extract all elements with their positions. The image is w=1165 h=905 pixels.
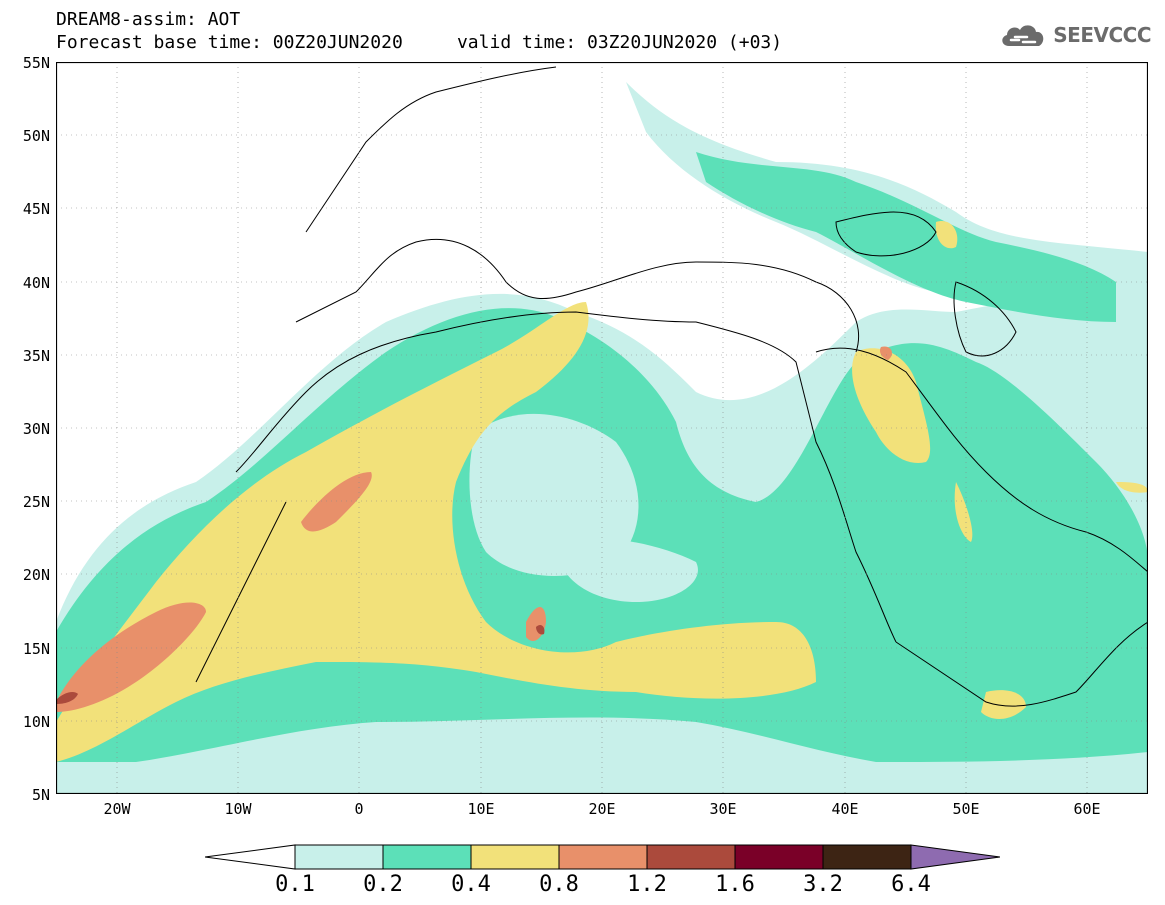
colorbar-swatch-0.4: [470, 844, 560, 870]
colorbar-label-0.4: 0.4: [451, 872, 491, 897]
lat-label-45N: 45N: [22, 200, 50, 218]
lat-label-30N: 30N: [22, 420, 50, 438]
map-frame: [55, 61, 1149, 795]
colorbar-label-3.2: 3.2: [803, 872, 843, 897]
colorbar-swatch-0.8: [558, 844, 648, 870]
lon-label-20W: 20W: [103, 800, 131, 818]
lon-label-0: 0: [354, 800, 364, 818]
lon-label-30E: 30E: [709, 800, 737, 818]
lat-label-25N: 25N: [22, 493, 50, 511]
aot-colorbar: [204, 842, 1001, 876]
colorbar-low-arrow: [204, 844, 296, 870]
colorbar-swatch-0.1: [294, 844, 384, 870]
aot-contour-1.2: [56, 624, 545, 704]
map-title: DREAM8-assim: AOT: [56, 9, 241, 30]
colorbar-label-1.6: 1.6: [715, 872, 755, 897]
forecast-time-subtitle: Forecast base time: 00Z20JUN2020 valid t…: [56, 32, 783, 53]
colorbar-swatch-0.2: [382, 844, 472, 870]
colorbar-label-0.2: 0.2: [363, 872, 403, 897]
lon-label-60E: 60E: [1073, 800, 1101, 818]
colorbar-swatch-3.2: [822, 844, 912, 870]
lon-label-10W: 10W: [224, 800, 252, 818]
colorbar-label-0.8: 0.8: [539, 872, 579, 897]
colorbar-label-0.1: 0.1: [275, 872, 315, 897]
colorbar-swatch-1.2: [646, 844, 736, 870]
lat-label-15N: 15N: [22, 640, 50, 658]
lat-label-20N: 20N: [22, 566, 50, 584]
lat-label-55N: 55N: [22, 54, 50, 72]
colorbar-label-1.2: 1.2: [627, 872, 667, 897]
lat-label-5N: 5N: [31, 786, 50, 804]
lon-label-20E: 20E: [588, 800, 616, 818]
lat-label-50N: 50N: [22, 127, 50, 145]
colorbar-label-6.4: 6.4: [891, 872, 931, 897]
cloud-logo-icon: [1002, 25, 1044, 46]
colorbar-high-arrow: [910, 844, 1001, 870]
lat-label-35N: 35N: [22, 347, 50, 365]
colorbar-swatch-1.6: [734, 844, 824, 870]
seevccc-logo: SEEVCCC: [997, 20, 1151, 50]
lon-label-10E: 10E: [467, 800, 495, 818]
map-canvas: [55, 61, 1149, 795]
graticule: [56, 62, 1148, 794]
aot-map: [55, 61, 1149, 795]
lat-label-10N: 10N: [22, 713, 50, 731]
logo-text: SEEVCCC: [1053, 23, 1151, 47]
aot-contour-0.4: [56, 221, 1148, 762]
lat-label-40N: 40N: [22, 274, 50, 292]
coastlines: [195, 66, 1148, 707]
lon-label-50E: 50E: [952, 800, 980, 818]
lon-label-40E: 40E: [831, 800, 859, 818]
